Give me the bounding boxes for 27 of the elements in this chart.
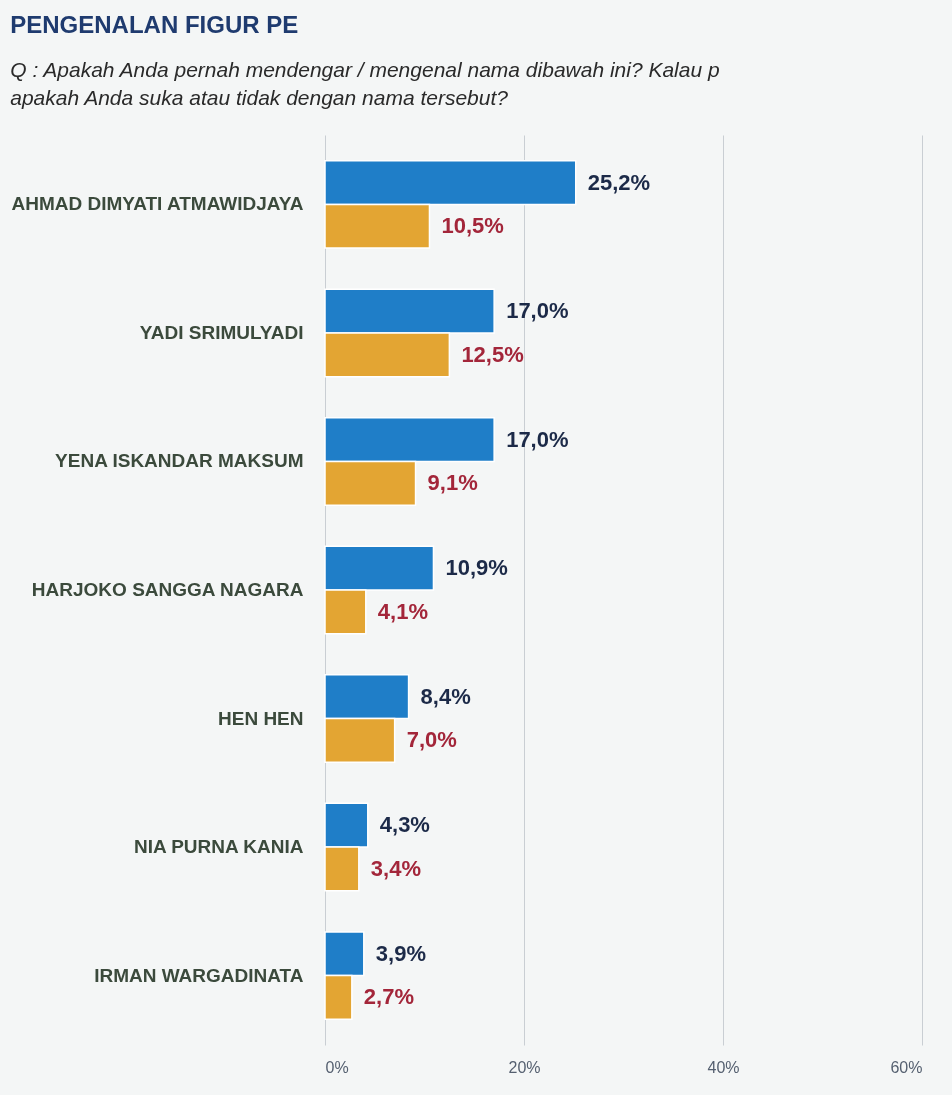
x-tick-label: 0% (325, 1058, 349, 1076)
data-label: 12,5% (461, 341, 524, 367)
data-label: 3,9% (375, 940, 426, 966)
data-label: 9,1% (427, 470, 478, 496)
data-label: 3,4% (370, 855, 421, 881)
y-tick-label: HARJOKO SANGGA NAGARA (31, 579, 304, 600)
data-label: 10,9% (445, 555, 508, 581)
y-tick-label: AHMAD DIMYATI ATMAWIDJAYA (11, 193, 304, 215)
data-label: 4,1% (377, 598, 428, 624)
data-label: 17,0% (506, 298, 569, 324)
data-label: 10,5% (441, 213, 504, 239)
data-label: 8,4% (420, 683, 471, 709)
data-label: 2,7% (363, 984, 415, 1010)
x-tick-label: 20% (508, 1058, 541, 1076)
x-tick-label: 60% (890, 1058, 923, 1076)
y-tick-label: NIA PURNA KANIA (133, 836, 304, 858)
y-tick-label: IRMAN WARGADINATA (94, 964, 304, 986)
chart-subtitle: Q : Apakah Anda pernah mendengar / mengenal nama dibawah ini? Kalau p apakah Anda suka atau tidak dengan nama tersebut? (10, 58, 720, 109)
data-label: 7,0% (406, 727, 457, 753)
y-tick-label: YENA ISKANDAR MAKSUM (55, 450, 304, 472)
y-tick-label: HEN HEN (217, 707, 304, 729)
data-label: 17,0% (506, 426, 569, 452)
x-tick-label: 40% (707, 1058, 740, 1076)
chart-title: PENGENALAN FIGUR PE (10, 11, 299, 38)
data-label: 25,2% (587, 169, 651, 195)
y-tick-label: YADI SRIMULYADI (139, 321, 304, 343)
data-label: 4,3% (379, 812, 430, 838)
